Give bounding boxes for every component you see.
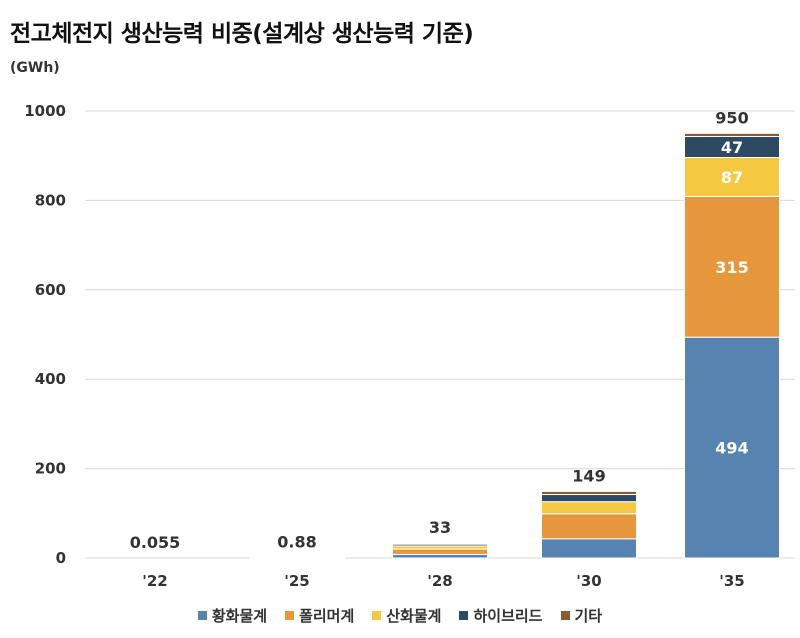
legend: 황화물계 폴리머계 산화물계 하이브리드 기타 [0, 605, 800, 626]
legend-item: 기타 [560, 605, 603, 626]
x-tick-label: '30 [576, 572, 601, 590]
legend-item: 황화물계 [197, 605, 268, 626]
bar-segment [392, 548, 488, 555]
segment-data-label: 315 [715, 258, 748, 277]
legend-swatch [459, 611, 469, 620]
legend-label: 기타 [574, 607, 603, 625]
bar-segment [392, 553, 488, 559]
segment-data-label: 494 [715, 439, 748, 458]
legend-swatch [285, 611, 295, 620]
y-tick-label: 0 [56, 549, 66, 567]
bar-segment [684, 132, 780, 137]
bar-segment [541, 538, 637, 559]
x-tick-label: '22 [142, 572, 167, 590]
legend-swatch [372, 611, 382, 620]
bar-segment [392, 542, 488, 545]
segment-data-label: 47 [721, 138, 743, 157]
legend-item: 산화물계 [372, 605, 441, 626]
legend-label: 폴리머계 [299, 607, 355, 625]
y-tick-label: 600 [35, 281, 66, 299]
bar-segment [541, 490, 637, 496]
legend-label: 황화물계 [211, 607, 268, 625]
legend-item: 폴리머계 [285, 605, 354, 626]
total-data-label: 33 [429, 518, 451, 537]
stacked-bar-chart: 0 200 400 600 800 1000 0.055 0.88 33 149 494 315 87… [24, 102, 795, 590]
unit-label: (GWh) [10, 60, 60, 76]
total-data-label: 950 [715, 108, 748, 127]
bar-segment [684, 336, 780, 559]
bar-segment [541, 513, 637, 540]
x-tick-label: '25 [284, 572, 309, 590]
bar-segment [684, 156, 780, 197]
legend-item: 하이브리드 [459, 605, 543, 626]
segment-data-label: 87 [721, 168, 743, 187]
y-tick-label: 800 [35, 191, 66, 209]
x-tick-label: '35 [719, 572, 744, 590]
x-tick-label: '28 [427, 572, 452, 590]
bar-segment [684, 195, 780, 338]
total-data-label: 0.88 [277, 533, 316, 552]
y-tick-label: 200 [35, 460, 66, 478]
bar-segment [541, 501, 637, 515]
legend-label: 하이브리드 [473, 607, 543, 625]
total-data-label: 0.055 [130, 533, 181, 552]
chart-title: 전고체전지 생산능력 비중(설계상 생산능력 기준) [10, 21, 474, 47]
bar-segment [541, 494, 637, 503]
legend-label: 산화물계 [386, 607, 442, 625]
y-tick-label: 400 [35, 370, 66, 388]
legend-swatch [560, 611, 570, 620]
y-tick-label: 1000 [24, 102, 66, 120]
legend-swatch [197, 611, 207, 620]
total-data-label: 149 [572, 466, 605, 485]
